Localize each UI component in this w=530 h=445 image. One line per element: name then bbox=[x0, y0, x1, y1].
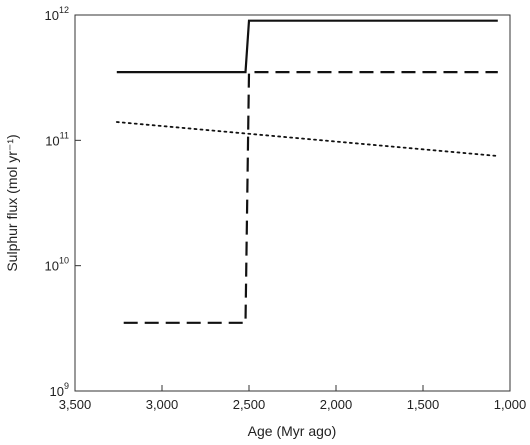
series-line-solid bbox=[116, 19, 498, 74]
x-tick-label: 3,500 bbox=[59, 397, 92, 412]
y-tick-base: 10 bbox=[50, 384, 64, 399]
x-tick-label: 1,500 bbox=[407, 397, 440, 412]
y-tick-exponent: 9 bbox=[64, 381, 69, 391]
series-line-dashed bbox=[123, 70, 498, 324]
y-tick-exponent: 10 bbox=[59, 256, 69, 266]
x-axis-title: Age (Myr ago) bbox=[248, 423, 337, 439]
plot-frame bbox=[74, 14, 511, 392]
x-tick-label: 3,000 bbox=[146, 397, 179, 412]
x-tick-label: 1,000 bbox=[494, 397, 527, 412]
y-tick-base: 10 bbox=[45, 259, 59, 274]
y-axis-title: Sulphur flux (mol yr⁻¹) bbox=[4, 134, 20, 271]
y-tick-exponent: 11 bbox=[60, 130, 69, 140]
x-axis: 3,500 3,000 2,500 2,000 1,500 1,000 bbox=[59, 385, 527, 412]
series-line-dotted bbox=[115, 121, 499, 157]
y-tick-exponent: 12 bbox=[59, 5, 69, 15]
y-tick-base: 10 bbox=[45, 133, 59, 148]
y-tick-label: 1011 bbox=[45, 130, 69, 148]
y-tick-label: 1010 bbox=[45, 256, 69, 274]
x-tick-label: 2,000 bbox=[320, 397, 353, 412]
y-tick-label: 1012 bbox=[45, 5, 69, 23]
y-tick-label: 109 bbox=[50, 381, 69, 399]
y-tick-base: 10 bbox=[45, 8, 59, 23]
x-tick-label: 2,500 bbox=[233, 397, 266, 412]
series-layer bbox=[115, 19, 499, 324]
